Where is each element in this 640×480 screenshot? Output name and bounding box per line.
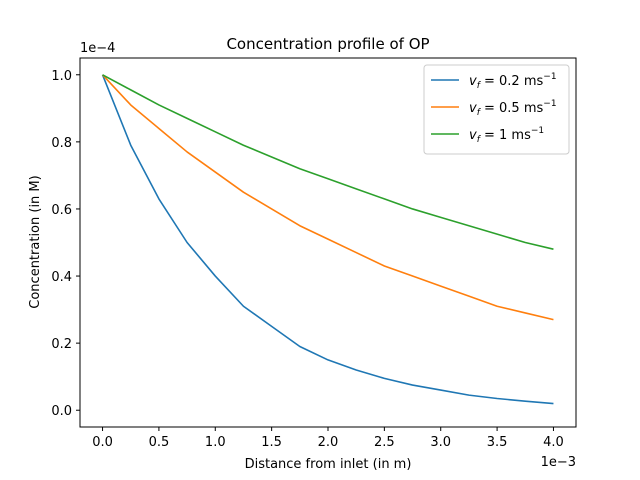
x-tick-label: 4.0: [543, 435, 564, 450]
legend-label-part: f: [477, 108, 482, 118]
legend-label-part: = 1 ms: [480, 128, 531, 143]
y-axis-label: Concentration (in M): [28, 175, 43, 308]
legend-label-2: vf = 0.5 ms−1: [469, 99, 557, 118]
y-tick-label: 0.0: [51, 404, 72, 419]
legend-label-part: v: [469, 101, 477, 116]
legend-label-1: vf = 0.2 ms−1: [469, 72, 557, 91]
y-tick-label: 0.6: [51, 203, 72, 218]
y-tick-label: 0.4: [51, 270, 72, 285]
legend: vf = 0.2 ms−1vf = 0.5 ms−1vf = 1 ms−1: [423, 64, 570, 155]
legend-label-part: −1: [543, 99, 556, 109]
legend-label-part: v: [469, 74, 477, 89]
x-tick-label: 0.0: [92, 435, 113, 450]
legend-label-part: = 0.5 ms: [480, 101, 544, 116]
legend-label-part: −1: [531, 126, 544, 136]
x-tick-label: 2.0: [318, 435, 339, 450]
y-offset-label: 1e−4: [80, 41, 115, 56]
y-tick-label: 0.2: [51, 337, 72, 352]
legend-label-part: = 0.2 ms: [480, 74, 544, 89]
legend-label-3: vf = 1 ms−1: [469, 126, 544, 145]
legend-label-part: v: [469, 128, 477, 143]
x-tick-label: 3.5: [487, 435, 508, 450]
x-tick-label: 2.5: [374, 435, 395, 450]
x-offset-label: 1e−3: [541, 455, 576, 470]
x-tick-label: 1.0: [205, 435, 226, 450]
legend-label-part: f: [477, 135, 482, 145]
x-tick-label: 1.5: [261, 435, 282, 450]
x-axis-label: Distance from inlet (in m): [245, 457, 412, 472]
legend-box: [423, 64, 570, 155]
series-line-3: [102, 74, 554, 250]
legend-label-part: −1: [543, 72, 556, 82]
y-tick-label: 1.0: [51, 69, 72, 84]
x-tick-label: 0.5: [149, 435, 170, 450]
x-tick-label: 3.0: [430, 435, 451, 450]
y-tick-label: 0.8: [51, 136, 72, 151]
series-line-1: [101, 74, 554, 405]
legend-label-part: f: [477, 81, 482, 91]
chart-title: Concentration profile of OP: [226, 35, 429, 53]
series-line-2: [101, 74, 554, 321]
plot-frame: [79, 57, 577, 428]
